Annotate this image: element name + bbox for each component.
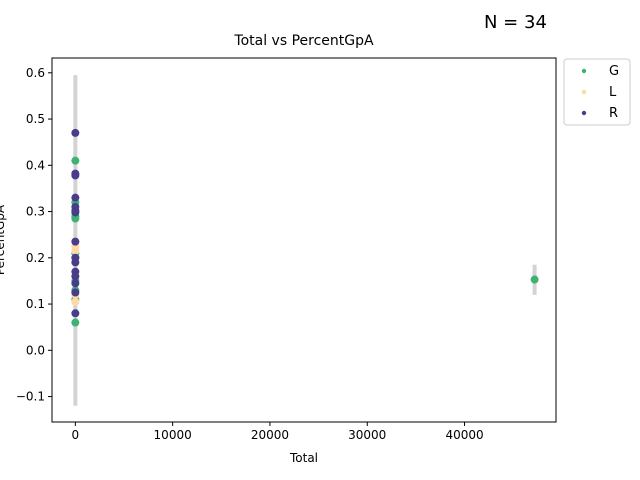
data-point-l	[71, 246, 80, 255]
y-tick-label: 0.0	[26, 343, 45, 357]
x-tick-label: 0	[72, 428, 80, 442]
x-tick-label: 30000	[348, 428, 386, 442]
legend: GLR	[563, 58, 631, 126]
x-ticks: 0 10000 20000 30000 40000	[72, 422, 484, 442]
legend-label-r: R	[609, 106, 618, 121]
y-tick-label: 0.5	[26, 112, 45, 126]
data-point-r	[71, 128, 80, 137]
y-tick-label: 0.6	[26, 66, 45, 80]
data-point-r	[71, 171, 80, 180]
y-tick-label: 0.4	[26, 158, 45, 172]
chart-title: Total vs PercentGpA	[233, 33, 374, 49]
y-axis-label: PercentGpA	[0, 204, 7, 275]
data-point-r	[71, 193, 80, 202]
data-point-g	[530, 275, 539, 284]
data-point-g	[71, 214, 80, 223]
data-point-r	[71, 258, 80, 267]
data-point-g	[71, 156, 80, 165]
y-tick-label: −0.1	[16, 390, 45, 404]
error-bars	[73, 75, 537, 406]
x-tick-label: 40000	[445, 428, 483, 442]
legend-label-g: G	[609, 64, 619, 79]
data-point-r	[71, 288, 80, 297]
x-tick-label: 20000	[251, 428, 289, 442]
y-tick-label: 0.2	[26, 251, 45, 265]
legend-marker-g	[581, 68, 587, 74]
legend-marker-l	[581, 89, 587, 95]
y-tick-label: 0.1	[26, 297, 45, 311]
data-points	[71, 128, 539, 327]
data-point-r	[71, 237, 80, 246]
data-point-g	[71, 318, 80, 327]
y-tick-label: 0.3	[26, 205, 45, 219]
data-point-r	[71, 309, 80, 318]
legend-frame	[563, 58, 631, 126]
data-point-r	[71, 272, 80, 281]
data-point-r	[71, 208, 80, 217]
y-ticks: −0.1 0.0 0.1 0.2 0.3 0.4 0.5 0.6	[16, 66, 52, 404]
axes-frame	[51, 57, 557, 423]
legend-label-l: L	[609, 85, 617, 100]
legend-marker-r	[581, 110, 587, 116]
sample-size-label: N = 34	[484, 12, 547, 33]
data-point-r	[71, 279, 80, 288]
data-point-l	[71, 297, 80, 306]
x-tick-label: 10000	[154, 428, 192, 442]
x-axis-label: Total	[289, 451, 318, 465]
